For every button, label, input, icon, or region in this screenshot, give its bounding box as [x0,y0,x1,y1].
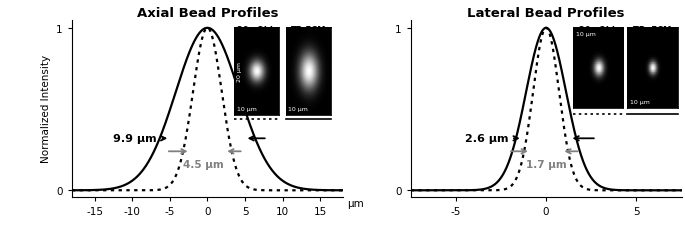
Text: 1.7 μm: 1.7 μm [525,160,566,170]
Text: μm: μm [347,199,364,209]
Title: Axial Bead Profiles: Axial Bead Profiles [136,6,278,19]
Text: 4.5 μm: 4.5 μm [184,160,224,170]
Text: 2.6 μm: 2.6 μm [465,134,518,144]
Title: Lateral Bead Profiles: Lateral Bead Profiles [467,6,625,19]
Text: 20x Obj.: 20x Obj. [237,26,277,35]
Text: TP- FCM: TP- FCM [633,26,671,35]
Y-axis label: Normalized Intensity: Normalized Intensity [40,55,51,163]
Text: 20x Obj.: 20x Obj. [579,26,618,35]
Text: TP-FCM: TP-FCM [290,26,326,35]
Text: 9.9 μm: 9.9 μm [113,134,165,144]
